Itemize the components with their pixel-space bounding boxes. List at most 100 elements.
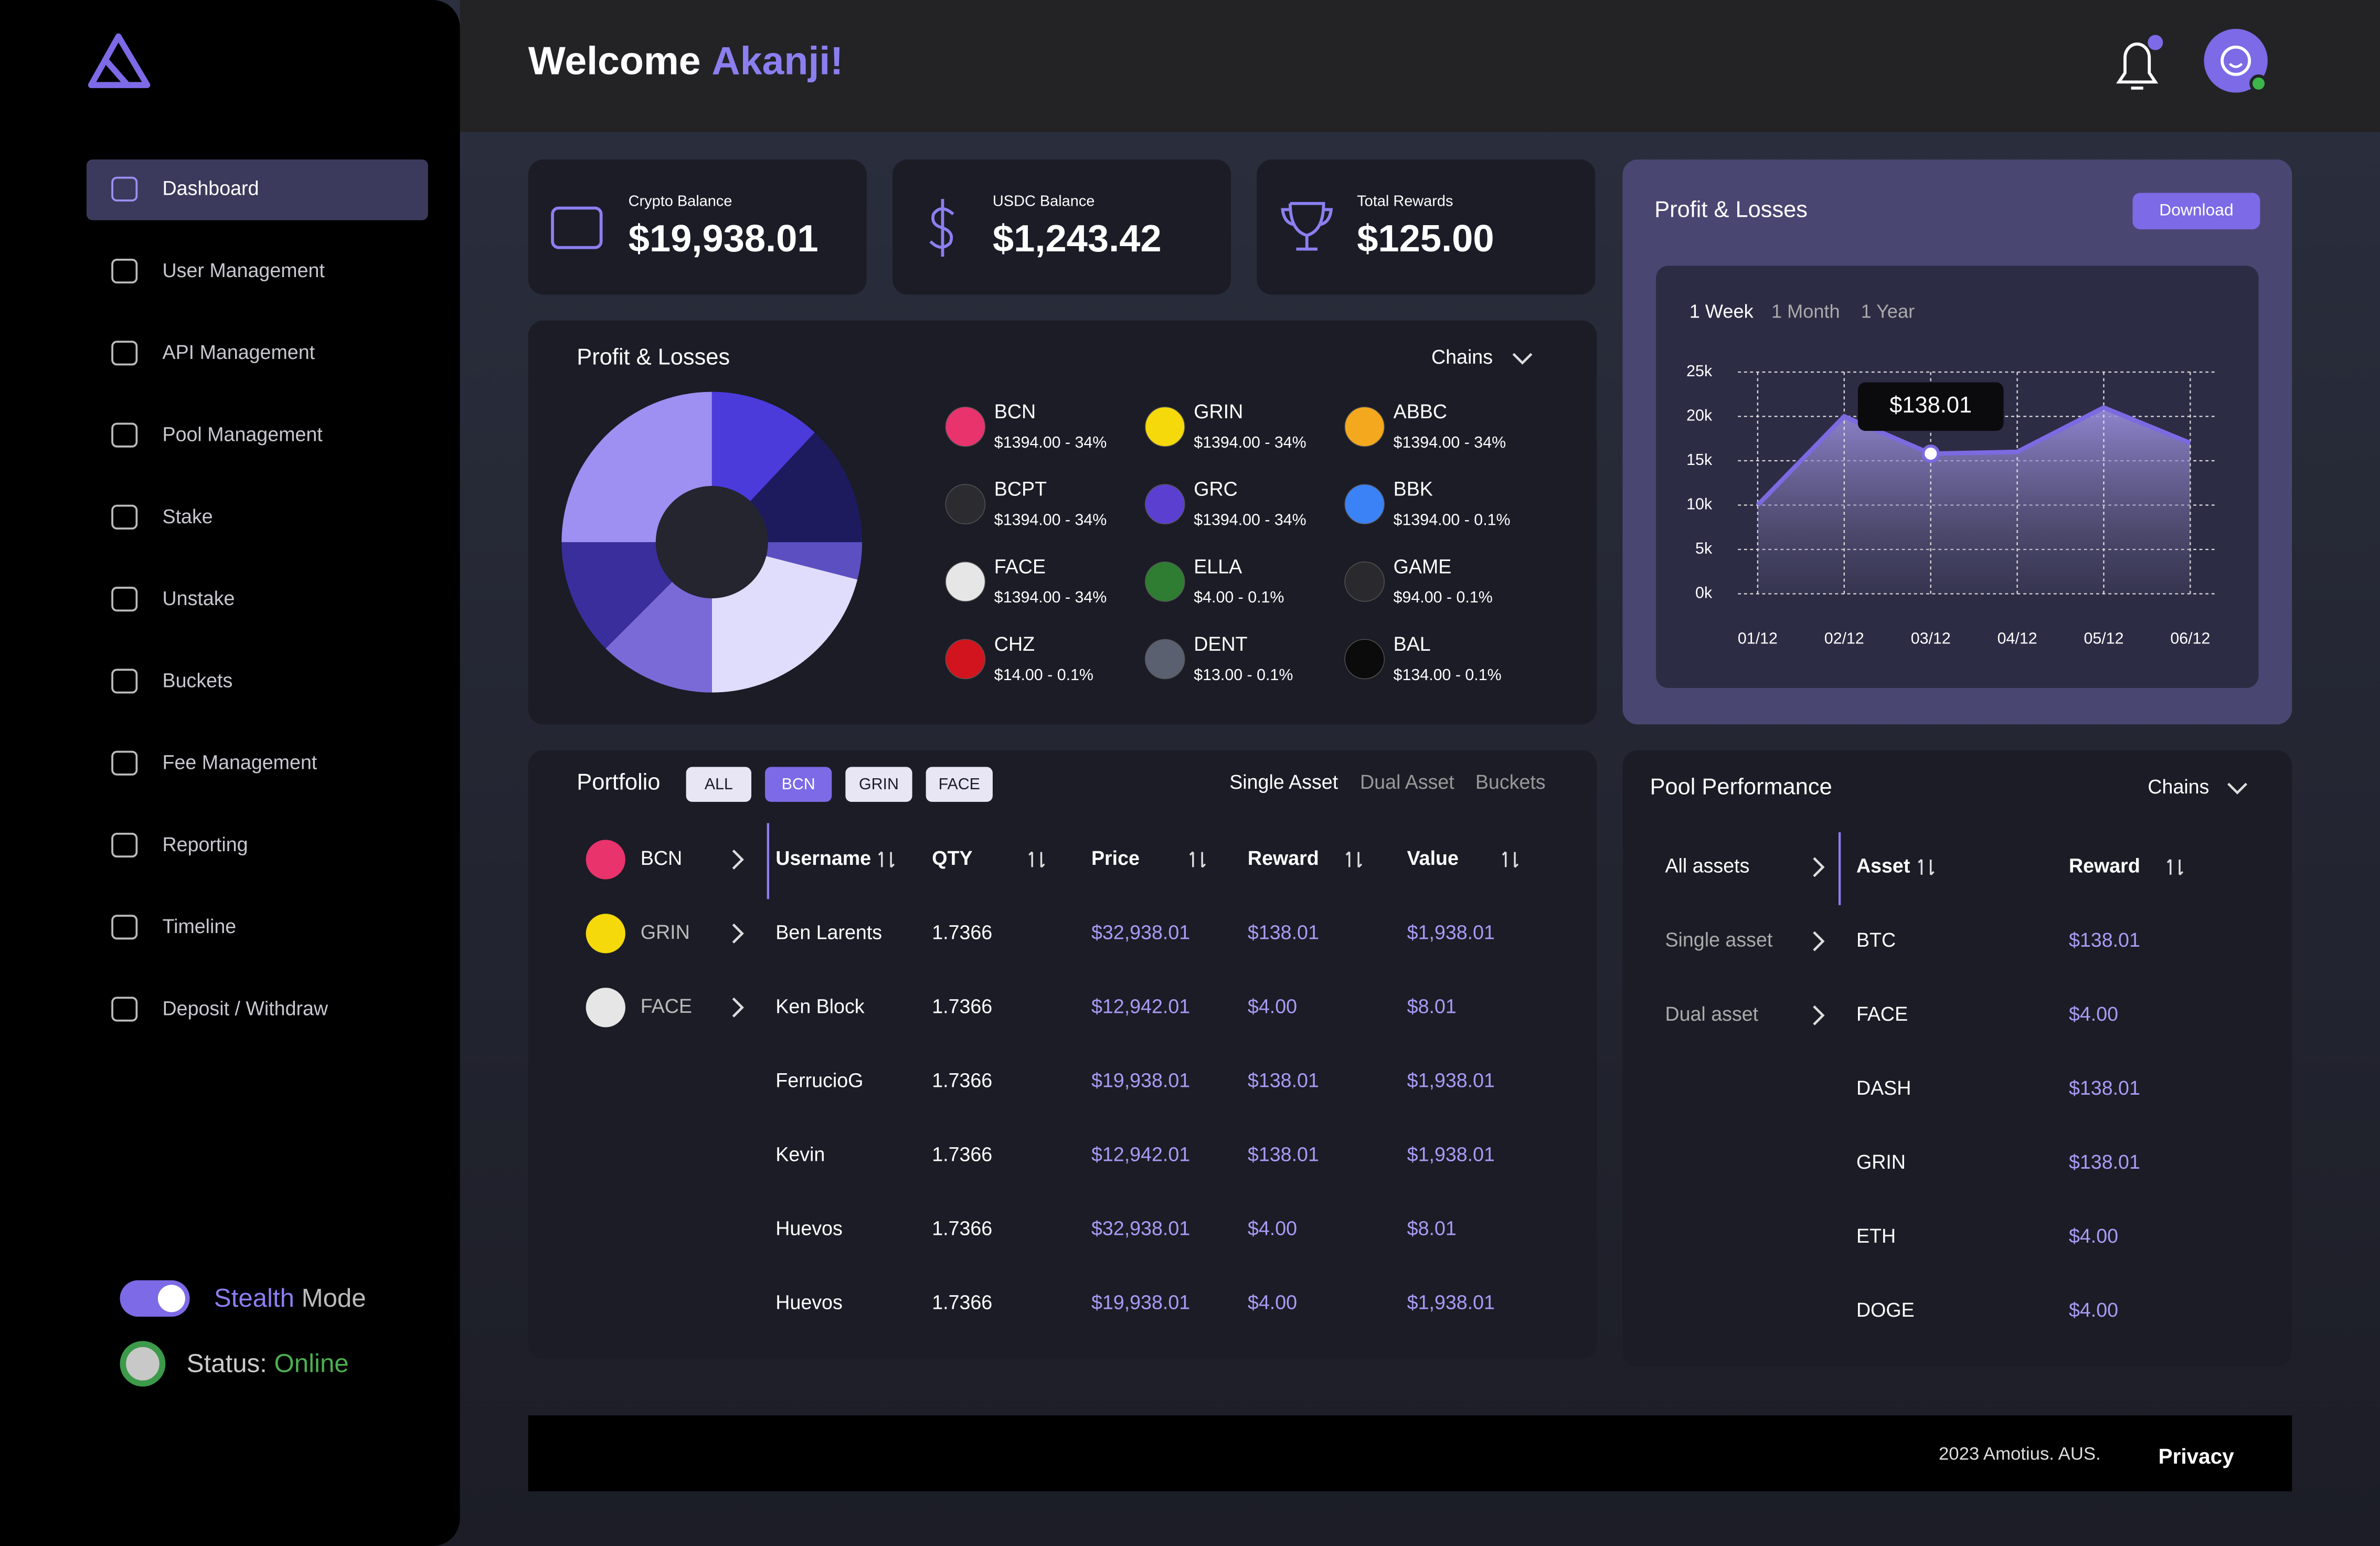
dollar-icon (929, 199, 954, 257)
table-cell: Huevos (775, 1291, 843, 1313)
y-tick-label: 0k (1695, 584, 1713, 602)
filter-pill[interactable] (686, 767, 751, 802)
period-tab[interactable]: 1 Week (1690, 301, 1754, 322)
period-tab[interactable]: 1 Year (1861, 301, 1915, 322)
period-tab[interactable]: 1 Month (1771, 301, 1840, 322)
nav-icon (111, 915, 138, 940)
table-cell: Kevin (775, 1143, 825, 1165)
tooltip-point (1921, 444, 1940, 463)
chevron (732, 849, 744, 870)
column-header: QTY (932, 847, 972, 869)
nav-item[interactable]: Deposit / Withdraw (163, 997, 328, 1019)
toggle-knob (157, 1285, 185, 1312)
table-cell: $12,942.01 (1091, 996, 1190, 1018)
group-item[interactable]: Single asset (1665, 929, 1772, 951)
y-tick-label: 25k (1686, 362, 1713, 380)
coin-icon (1144, 562, 1185, 602)
nav-icon (111, 341, 138, 366)
asset-name[interactable]: BCN (641, 847, 682, 869)
dropdown[interactable]: Chains (2148, 776, 2209, 798)
nav-item[interactable]: Stake (163, 505, 213, 527)
nav-item[interactable]: API Management (163, 341, 315, 363)
avatar-circle (2204, 28, 2268, 93)
bell[interactable] (2116, 43, 2159, 90)
online-dot (2249, 74, 2268, 93)
table-cell: $12,942.01 (1091, 1143, 1190, 1165)
nav-icon (111, 832, 138, 858)
nav-icon (111, 504, 138, 530)
x-tick-label: 02/12 (1824, 629, 1864, 647)
asset-icon (586, 988, 625, 1028)
nav-item[interactable]: Reporting (163, 833, 248, 855)
balance-value: $19,938.01 (629, 218, 819, 260)
coin-detail: $1394.00 - 34% (994, 588, 1107, 606)
area-fill (1757, 407, 2191, 594)
group-item[interactable]: Dual asset (1665, 1003, 1758, 1025)
x-tick-label: 06/12 (2170, 629, 2210, 647)
avatar[interactable] (2204, 28, 2268, 93)
nav-icon (111, 176, 138, 202)
view-tab[interactable]: Single Asset (1229, 771, 1338, 793)
pool-reward: $138.01 (2069, 1077, 2140, 1099)
table-cell: $19,938.01 (1091, 1070, 1190, 1092)
x-tick-label: 03/12 (1911, 629, 1951, 647)
filter-pill[interactable] (765, 767, 832, 802)
nav-item[interactable]: Dashboard (163, 177, 259, 199)
column-header: Price (1091, 847, 1140, 869)
table-cell: $32,938.01 (1091, 1217, 1190, 1239)
view-tab[interactable]: Dual Asset (1360, 771, 1454, 793)
nav-icon (111, 997, 138, 1022)
nav-icon (111, 587, 138, 612)
nav-item[interactable]: Buckets (163, 669, 233, 691)
x-tick-label: 04/12 (1998, 629, 2037, 647)
filter-pill[interactable] (926, 767, 993, 802)
sort-icon (2166, 859, 2184, 876)
privacy-link[interactable]: Privacy (2159, 1444, 2235, 1468)
table-cell: $1,938.01 (1407, 922, 1495, 944)
coin-name: ABBC (1394, 400, 1447, 422)
nav-item[interactable]: User Management (163, 259, 325, 281)
filter-label: ALL (705, 775, 733, 793)
pool-asset: DOGE (1856, 1299, 1915, 1321)
group-item[interactable]: All assets (1665, 854, 1749, 876)
stealth-accent: Stealth (214, 1284, 294, 1312)
filter-label: GRIN (859, 775, 899, 793)
column-header: Reward (2069, 854, 2140, 876)
y-tick-label: 5k (1695, 539, 1713, 557)
coin-name: GRC (1194, 478, 1238, 500)
view-tab[interactable]: Buckets (1475, 771, 1546, 793)
coin-detail: $94.00 - 0.1% (1394, 588, 1493, 606)
pool-asset: GRIN (1856, 1151, 1906, 1173)
panel-title: Profit & Losses (1654, 197, 1808, 223)
pool-reward: $4.00 (2069, 1225, 2118, 1247)
table-cell: FerrucioG (775, 1070, 863, 1092)
bell-icon (2116, 43, 2159, 84)
asset-name[interactable]: FACE (641, 995, 692, 1017)
card (1622, 750, 2292, 1367)
column-header: Value (1407, 847, 1459, 869)
balance-label: USDC Balance (993, 193, 1095, 210)
table-cell: Huevos (775, 1217, 843, 1239)
filter-pill[interactable] (845, 767, 912, 802)
nav-item[interactable]: Unstake (163, 587, 235, 609)
nav-active (86, 159, 428, 220)
balance-label: Total Rewards (1357, 193, 1453, 210)
download-button[interactable] (2132, 193, 2260, 229)
download-label: Download (2159, 200, 2233, 219)
coin-name: BAL (1394, 633, 1431, 655)
pool-asset: DASH (1856, 1077, 1911, 1099)
dropdown[interactable]: Chains (1431, 346, 1493, 368)
avatar-face (2220, 45, 2251, 76)
balance-value: $1,243.42 (993, 218, 1162, 260)
coin-icon (945, 484, 986, 525)
coin-name: BCPT (994, 478, 1047, 500)
sort-icon (1918, 859, 1935, 876)
nav-item[interactable]: Timeline (163, 915, 237, 937)
nav-item[interactable]: Pool Management (163, 423, 323, 445)
nav-icon (111, 750, 138, 776)
pool-asset: ETH (1856, 1225, 1896, 1247)
asset-name[interactable]: GRIN (641, 921, 690, 943)
sidebar (0, 0, 460, 1546)
nav-item[interactable]: Fee Management (163, 751, 317, 774)
